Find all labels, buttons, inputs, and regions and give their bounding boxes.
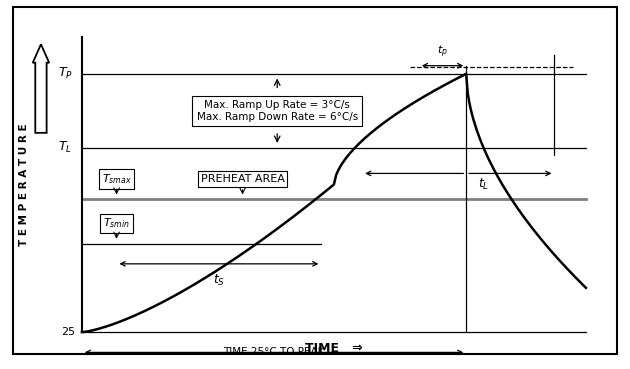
Text: PREHEAT AREA: PREHEAT AREA bbox=[200, 174, 285, 184]
Text: $T_L$: $T_L$ bbox=[59, 140, 72, 155]
Text: $t_p$: $t_p$ bbox=[437, 44, 448, 60]
Text: $T_{smax}$: $T_{smax}$ bbox=[101, 172, 132, 186]
Text: Max. Ramp Up Rate = 3°C/s
Max. Ramp Down Rate = 6°C/s: Max. Ramp Up Rate = 3°C/s Max. Ramp Down… bbox=[197, 100, 358, 121]
Text: $t_S$: $t_S$ bbox=[213, 273, 225, 288]
Text: $T_P$: $T_P$ bbox=[57, 66, 72, 81]
Text: T E M P E R A T U R E: T E M P E R A T U R E bbox=[19, 123, 29, 246]
FancyArrow shape bbox=[33, 44, 49, 133]
Text: $T_{smin}$: $T_{smin}$ bbox=[103, 216, 130, 230]
Text: TIME   ⇒: TIME ⇒ bbox=[305, 342, 363, 355]
Text: $t_L$: $t_L$ bbox=[478, 177, 489, 192]
Text: TIME 25°C TO PEAK: TIME 25°C TO PEAK bbox=[224, 347, 324, 358]
Text: 25: 25 bbox=[62, 327, 76, 337]
